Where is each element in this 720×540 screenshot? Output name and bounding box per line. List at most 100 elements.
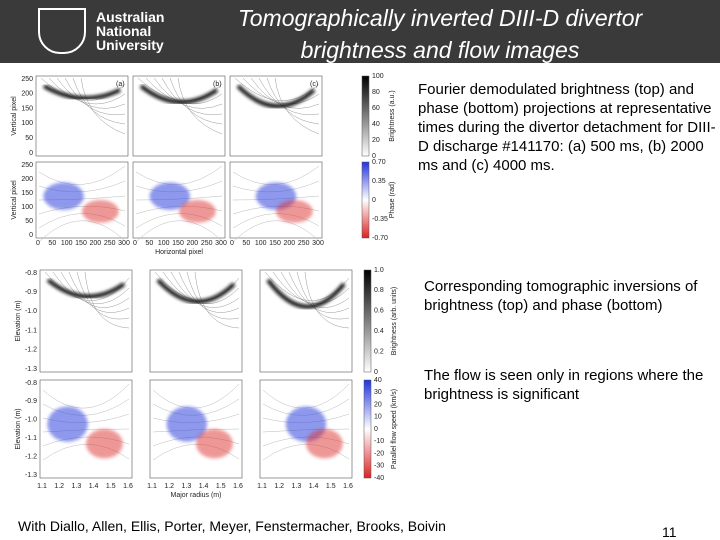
x-tick-label: 250 bbox=[298, 240, 310, 247]
contour bbox=[161, 77, 223, 115]
x-tick-label: 150 bbox=[172, 240, 184, 247]
x-tick-label: 300 bbox=[118, 240, 130, 247]
logo: Australian National University bbox=[96, 10, 164, 52]
x-tick-label: 0 bbox=[36, 240, 40, 247]
y-tick-label: -0.9 bbox=[25, 289, 37, 296]
x-tick-label: 300 bbox=[215, 240, 227, 247]
contour bbox=[304, 271, 350, 329]
y-tick-label: -0.8 bbox=[25, 270, 37, 277]
contour bbox=[42, 398, 130, 416]
x-tick-label: 1.2 bbox=[274, 483, 284, 490]
colorbar-tick-label: 80 bbox=[372, 89, 380, 96]
colorbar-tick-label: -0.70 bbox=[372, 235, 388, 242]
contour bbox=[48, 77, 126, 105]
colorbar-tick-label: 1.0 bbox=[374, 267, 384, 274]
contour bbox=[178, 271, 240, 313]
colorbar-tick-label: -0.35 bbox=[372, 216, 388, 223]
x-tick-label: 1.3 bbox=[72, 483, 82, 490]
y-tick-label: 200 bbox=[21, 176, 33, 183]
colorbar-tick-label: -20 bbox=[374, 450, 384, 457]
colorbar-label: Parallel flow speed (km/s) bbox=[391, 389, 398, 469]
contour bbox=[38, 165, 126, 185]
emission bbox=[236, 84, 316, 108]
flow-red bbox=[196, 429, 233, 459]
slide-title: Tomographically inverted DIII-D divertor… bbox=[190, 2, 690, 66]
contour bbox=[68, 271, 130, 313]
y-tick-label: 50 bbox=[25, 135, 33, 142]
colorbar bbox=[361, 75, 370, 157]
contour bbox=[242, 77, 320, 105]
colorbar-tick-label: 0 bbox=[374, 426, 378, 433]
colorbar-tick-label: 40 bbox=[374, 377, 382, 384]
flow-red bbox=[276, 200, 313, 223]
colorbar-tick-label: 100 bbox=[372, 73, 384, 80]
contour bbox=[258, 77, 320, 115]
colorbar-tick-label: 60 bbox=[372, 105, 380, 112]
contour bbox=[288, 271, 350, 313]
x-tick-label: 250 bbox=[104, 240, 116, 247]
colorbar-tick-label: 0.70 bbox=[372, 159, 386, 166]
logo-line: National bbox=[96, 23, 152, 39]
emission bbox=[266, 278, 346, 309]
colorbar-tick-label: 0.4 bbox=[374, 328, 384, 335]
y-tick-label: -0.9 bbox=[25, 398, 37, 405]
flow-red bbox=[82, 200, 119, 223]
x-tick-label: 1.3 bbox=[292, 483, 302, 490]
y-tick-label: -1.2 bbox=[25, 347, 37, 354]
contour bbox=[274, 77, 320, 135]
y-tick-label: 50 bbox=[25, 218, 33, 225]
y-tick-label: -1.2 bbox=[25, 453, 37, 460]
colorbar-tick-label: 40 bbox=[372, 121, 380, 128]
colorbar-tick-label: -30 bbox=[374, 463, 384, 470]
flow-red bbox=[179, 200, 216, 223]
y-tick-label: -1.3 bbox=[25, 472, 37, 479]
y-tick-label: 250 bbox=[21, 76, 33, 83]
y-axis-label: Elevation (m) bbox=[15, 408, 22, 449]
contour bbox=[38, 220, 126, 243]
y-tick-label: -1.3 bbox=[25, 366, 37, 373]
colorbar-tick-label: 10 bbox=[374, 414, 382, 421]
colorbar-tick-label: 0.8 bbox=[374, 287, 384, 294]
colorbar-label: Brightness (a.u.) bbox=[389, 90, 396, 141]
contour bbox=[194, 271, 240, 329]
y-tick-label: -0.8 bbox=[25, 380, 37, 387]
x-tick-label: 1.6 bbox=[343, 483, 353, 490]
x-tick-label: 200 bbox=[283, 240, 295, 247]
caption: The flow is seen only in regions where t… bbox=[424, 367, 704, 403]
colorbar-label: Phase (rad) bbox=[389, 182, 396, 219]
x-tick-label: 200 bbox=[89, 240, 101, 247]
colorbar bbox=[361, 161, 370, 239]
contour bbox=[177, 77, 223, 135]
y-tick-label: -1.0 bbox=[25, 417, 37, 424]
x-tick-label: 1.1 bbox=[37, 483, 47, 490]
contour bbox=[272, 271, 350, 304]
panel bbox=[229, 75, 323, 157]
panel-label: (c) bbox=[310, 81, 318, 88]
y-tick-label: 150 bbox=[21, 190, 33, 197]
y-tick-label: -1.1 bbox=[25, 435, 37, 442]
flow-blue bbox=[149, 182, 191, 210]
y-tick-label: 0 bbox=[29, 150, 33, 157]
x-tick-label: 100 bbox=[158, 240, 170, 247]
colorbar-tick-label: 0.2 bbox=[374, 348, 384, 355]
x-tick-label: 1.6 bbox=[233, 483, 243, 490]
contour bbox=[170, 271, 240, 308]
contour bbox=[135, 213, 223, 229]
contour bbox=[152, 383, 240, 409]
crest bbox=[38, 8, 86, 54]
contour bbox=[38, 213, 126, 229]
x-tick-label: 0 bbox=[133, 240, 137, 247]
x-tick-label: 150 bbox=[269, 240, 281, 247]
x-tick-label: 1.2 bbox=[54, 483, 64, 490]
colorbar-tick-label: 30 bbox=[374, 389, 382, 396]
y-axis-label: Elevation (m) bbox=[15, 300, 22, 341]
x-tick-label: 150 bbox=[75, 240, 87, 247]
contour bbox=[232, 213, 320, 229]
y-tick-label: 250 bbox=[21, 162, 33, 169]
colorbar-tick-label: 0 bbox=[372, 197, 376, 204]
colorbar-tick-label: 0 bbox=[374, 369, 378, 376]
colorbar bbox=[363, 269, 372, 373]
x-tick-label: 1.4 bbox=[89, 483, 99, 490]
flow-red bbox=[86, 429, 123, 459]
